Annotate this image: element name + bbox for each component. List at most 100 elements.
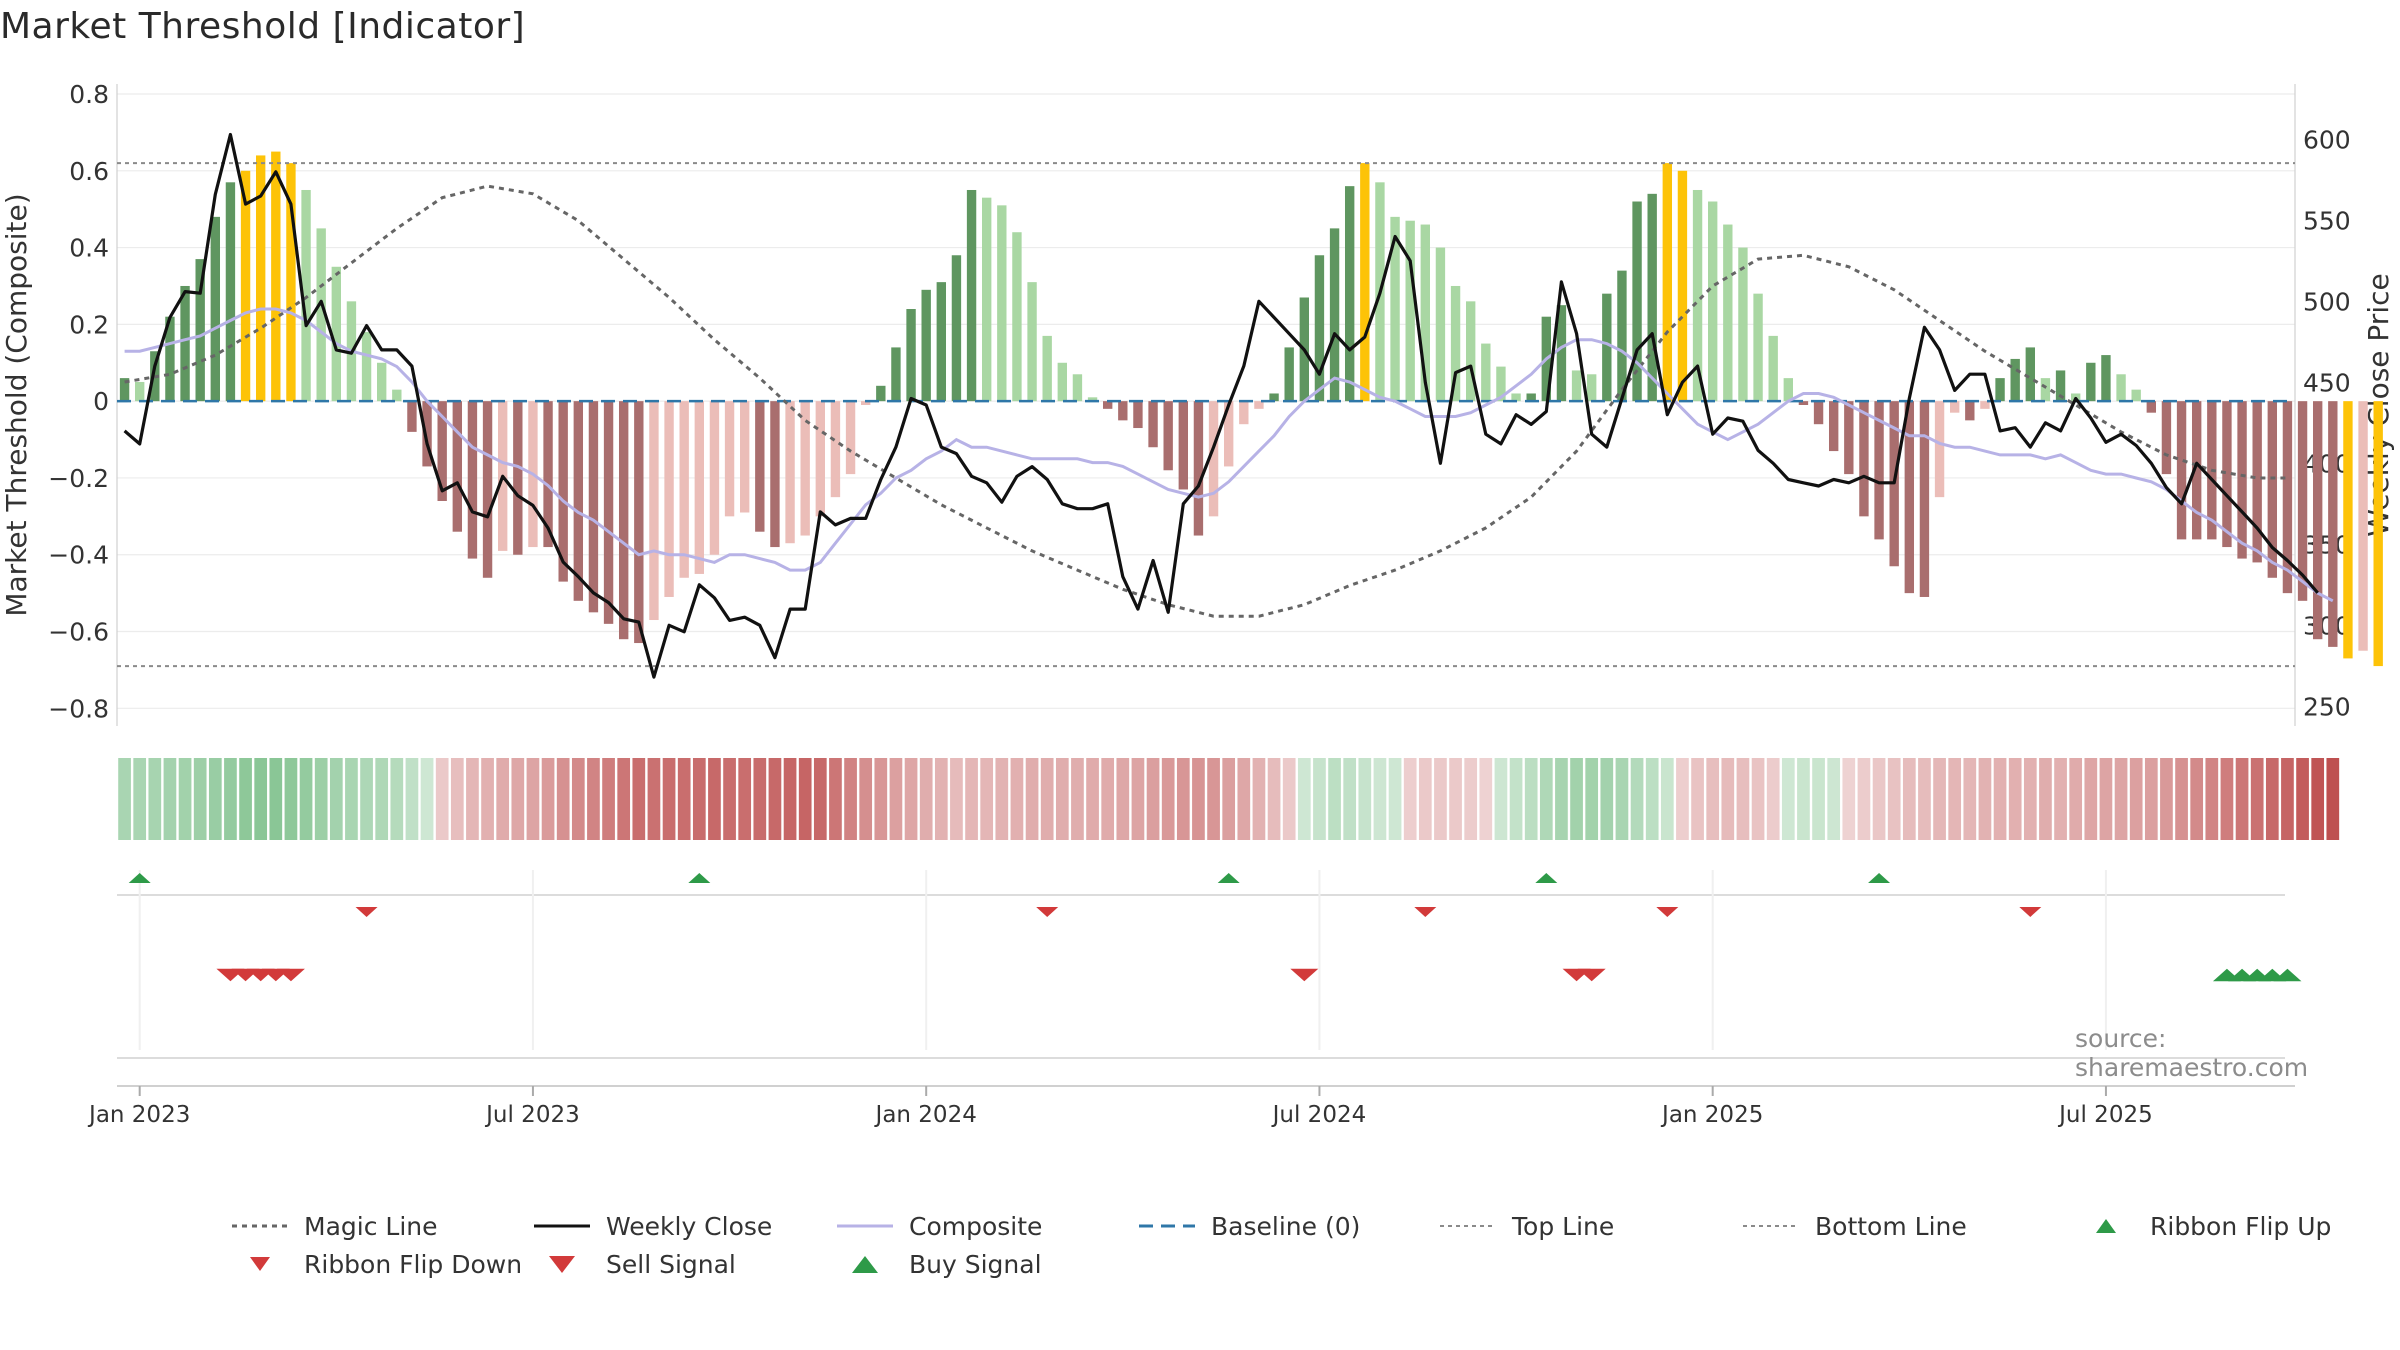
threshold-bar (467, 401, 478, 559)
threshold-bar (1057, 362, 1068, 402)
ribbon-cell (934, 758, 948, 840)
ribbon-cell (329, 758, 343, 840)
ribbon-cell (2160, 758, 2173, 840)
legend-item: Ribbon Flip Up (2076, 1210, 2331, 1242)
ribbon-cell (284, 758, 298, 840)
ribbon-cell (1615, 758, 1629, 840)
threshold-bar (376, 362, 387, 402)
threshold-bar (1965, 401, 1975, 421)
ribbon-cell (1736, 758, 1750, 840)
ribbon-cell (708, 758, 721, 840)
ribbon-cell (2084, 758, 2098, 840)
threshold-bar (1526, 393, 1536, 402)
threshold-bar (679, 401, 689, 578)
threshold-bar (1027, 282, 1037, 402)
right-tick-label-0: 600 (2303, 125, 2351, 154)
ribbon-cell (889, 758, 903, 840)
triangle-up-icon (2096, 1219, 2116, 1233)
ribbon-cell (2235, 758, 2249, 840)
ribbon-cell (677, 758, 691, 840)
threshold-bar (407, 401, 417, 432)
legend-label: Composite (909, 1211, 1043, 1241)
ribbon-cell (1434, 758, 1447, 840)
composite-line (124, 307, 2334, 603)
threshold-bar (2252, 401, 2262, 563)
ribbon-cell (1358, 758, 1372, 840)
ribbon-cell (1025, 758, 1039, 840)
ribbon-cell (602, 758, 615, 840)
threshold-bar (1753, 293, 1763, 402)
ribbon-cell (813, 758, 827, 840)
dotted-gray-line (1743, 1225, 1799, 1227)
left-tick-label-3: 0.2 (69, 310, 109, 339)
ribbon-cell (1010, 758, 1024, 840)
ribbon-flip-down-marker (355, 907, 378, 917)
left-tick-label-0: 0.8 (69, 80, 109, 109)
threshold-bar (936, 282, 947, 402)
ribbon-cell (647, 758, 661, 840)
threshold-bar (860, 401, 871, 405)
threshold-bar (165, 316, 175, 402)
threshold-bar (1450, 285, 1461, 402)
magic-line (124, 184, 2288, 618)
ribbon-cell (768, 758, 782, 840)
ribbon-cell (1524, 758, 1538, 840)
threshold-bar (1904, 401, 1915, 594)
threshold-bar (1481, 343, 1491, 402)
threshold-bar (1949, 401, 1960, 413)
legend-item: Weekly Close (532, 1210, 772, 1242)
x-tick-label-1: Jul 2023 (484, 1102, 580, 1128)
legend-label: Weekly Close (606, 1211, 773, 1241)
x-tick-label-0: Jan 2023 (87, 1102, 190, 1128)
ribbon-cell (1691, 758, 1704, 840)
threshold-bar (1254, 401, 1264, 409)
ribbon-cell (1297, 758, 1311, 840)
ribbon-cell (1116, 758, 1130, 840)
threshold-bar (2222, 401, 2232, 548)
ribbon-cell (2069, 758, 2083, 840)
threshold-bar (845, 401, 856, 475)
ribbon-cell (526, 758, 540, 840)
ribbon-cell (450, 758, 464, 840)
threshold-bar (513, 401, 523, 555)
ribbon-cell (2296, 758, 2309, 840)
threshold-bar (1602, 293, 1612, 402)
legend-item: Composite (835, 1210, 1042, 1242)
ribbon-flip-down-marker (1414, 907, 1437, 917)
ribbon-cell (738, 758, 752, 840)
right-tick-label-4: 400 (2303, 449, 2351, 478)
ribbon-cell (874, 758, 888, 840)
ribbon-cell (1630, 758, 1644, 840)
threshold-bar (588, 401, 599, 613)
ribbon-cell (481, 758, 494, 840)
ribbon-cell (2099, 758, 2113, 840)
ribbon-cell (904, 758, 918, 840)
ribbon-cell (2039, 758, 2052, 840)
legend-item: Sell Signal (532, 1248, 736, 1280)
threshold-bar (1012, 232, 1022, 402)
ribbon-flip-up-marker (1535, 873, 1558, 883)
ribbon-cell (1660, 758, 1674, 840)
threshold-bar (891, 347, 901, 402)
threshold-bar (2237, 401, 2247, 559)
ribbon-cell (420, 758, 434, 840)
threshold-bar (255, 155, 266, 402)
ribbon-cell (1963, 758, 1977, 840)
ribbon-cell (193, 758, 207, 840)
ribbon-cell (2144, 758, 2158, 840)
threshold-bar (271, 151, 281, 402)
ribbon-cell (1449, 758, 1462, 840)
threshold-bar (1344, 186, 1355, 402)
threshold-bar (1042, 335, 1052, 402)
ribbon-cell (1797, 758, 1810, 840)
threshold-bar (739, 401, 750, 513)
threshold-bar (1859, 401, 1869, 517)
ribbon-cell (919, 758, 933, 840)
threshold-bar (2358, 401, 2368, 651)
ribbon-flip-down-marker (1036, 907, 1059, 917)
ribbon-cell (798, 758, 812, 840)
threshold-bar (331, 266, 342, 402)
threshold-bar (1223, 401, 1234, 467)
ribbon-cell (1993, 758, 2007, 840)
